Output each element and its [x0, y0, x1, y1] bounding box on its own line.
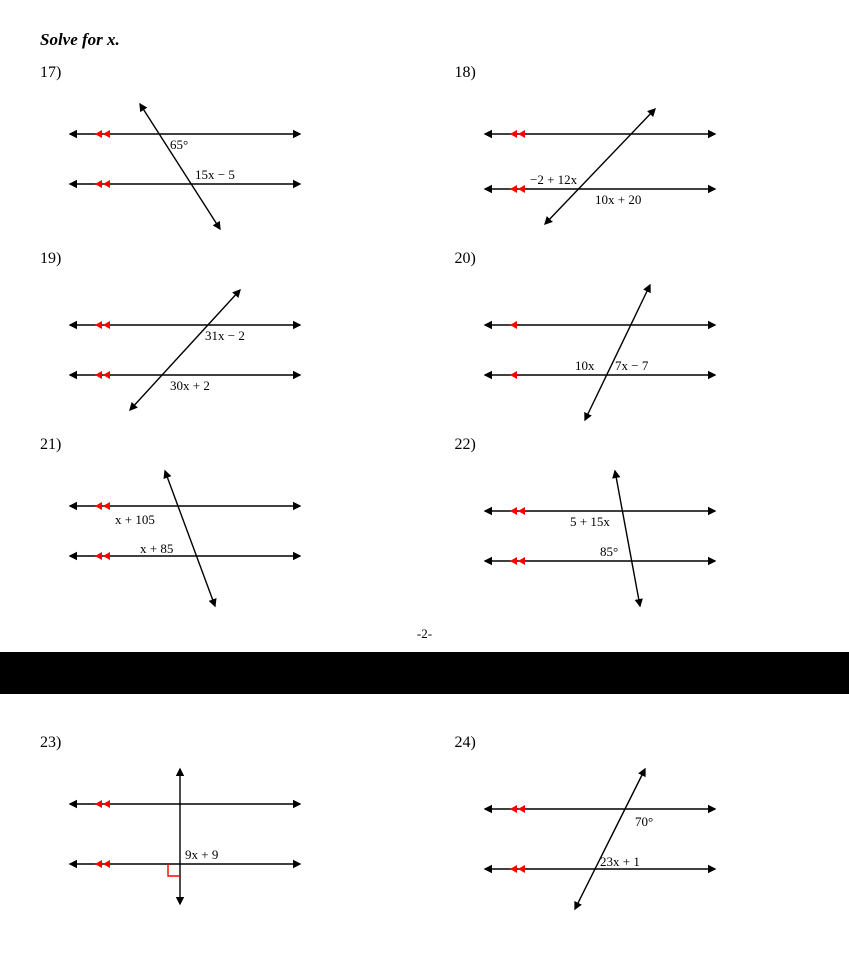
angle-label: −2 + 12x: [530, 172, 578, 187]
figure-22: 5 + 15x 85°: [455, 456, 755, 616]
angle-label: 31x − 2: [205, 328, 245, 343]
problem-grid: 17) 65°: [40, 64, 809, 616]
problem-number: 17): [40, 64, 395, 82]
angle-label: 85°: [600, 544, 618, 559]
heading: Solve for x.: [40, 30, 809, 50]
heading-prefix: Solve for: [40, 30, 107, 49]
problem-20: 20) 10x 7x − 7: [455, 250, 810, 430]
divider-bar: [0, 652, 849, 694]
problem-24: 24) 70° 23x + 1: [455, 734, 810, 914]
angle-label: 70°: [635, 814, 653, 829]
angle-label: 5 + 15x: [570, 514, 610, 529]
angle-label: x + 85: [140, 541, 173, 556]
angle-label: 15x − 5: [195, 167, 235, 182]
problem-number: 18): [455, 64, 810, 82]
figure-23: 9x + 9: [40, 754, 340, 914]
problem-number: 21): [40, 436, 395, 454]
angle-label: 7x − 7: [615, 358, 649, 373]
problem-17: 17) 65°: [40, 64, 395, 244]
problem-22: 22) 5 + 15x 85°: [455, 436, 810, 616]
problem-18: 18) −2 + 12x 10x + 20: [455, 64, 810, 244]
figure-21: x + 105 x + 85: [40, 456, 340, 616]
problem-number: 22): [455, 436, 810, 454]
page-footer: -2-: [40, 626, 809, 642]
figure-20: 10x 7x − 7: [455, 270, 755, 430]
angle-label: 9x + 9: [185, 847, 218, 862]
problem-number: 19): [40, 250, 395, 268]
figure-24: 70° 23x + 1: [455, 754, 755, 914]
angle-label: 23x + 1: [600, 854, 640, 869]
angle-label: 10x: [575, 358, 595, 373]
problem-number: 24): [455, 734, 810, 752]
problem-number: 23): [40, 734, 395, 752]
heading-var: x.: [107, 30, 120, 49]
figure-17: 65° 15x − 5: [40, 84, 340, 244]
problem-number: 20): [455, 250, 810, 268]
angle-label: x + 105: [115, 512, 155, 527]
angle-label: 10x + 20: [595, 192, 641, 207]
problem-19: 19) 31x − 2 30x + 2: [40, 250, 395, 430]
angle-label: 65°: [170, 137, 188, 152]
problem-21: 21) x + 105 x + 85: [40, 436, 395, 616]
figure-18: −2 + 12x 10x + 20: [455, 84, 755, 244]
problem-grid-2: 23) 9x + 9 24) 70°: [40, 734, 809, 914]
figure-19: 31x − 2 30x + 2: [40, 270, 340, 430]
problem-23: 23) 9x + 9: [40, 734, 395, 914]
angle-label: 30x + 2: [170, 378, 210, 393]
